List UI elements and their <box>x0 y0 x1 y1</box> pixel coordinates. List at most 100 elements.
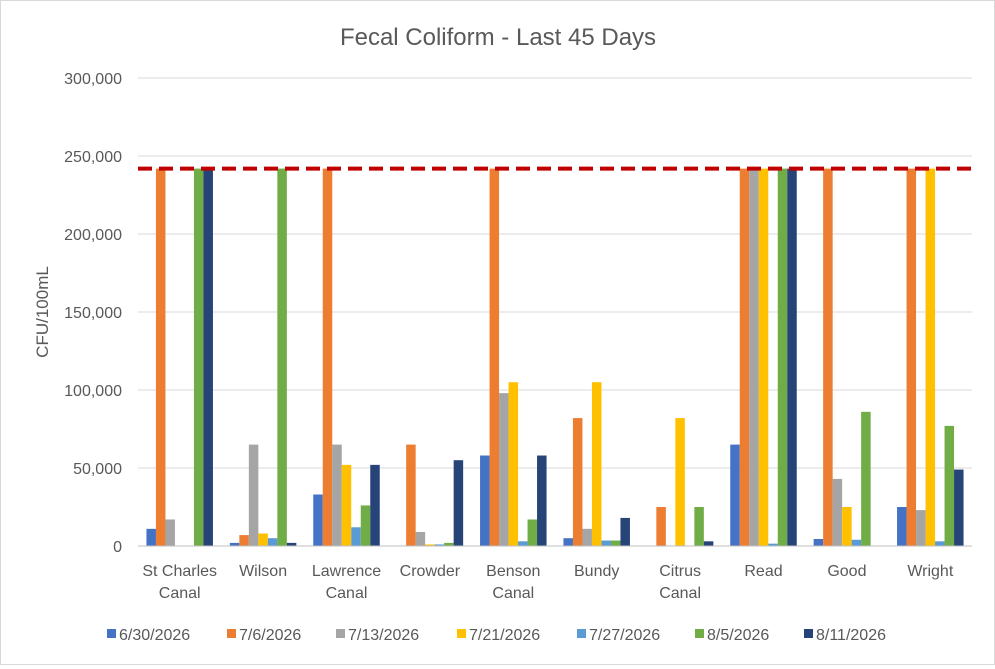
legend-item: 7/21/2026 <box>457 627 540 644</box>
bar <box>842 507 852 546</box>
x-tick-label: Benson <box>486 563 540 580</box>
y-axis-ticks: 0 50,000 100,000 150,000 200,000 250,000 300,0… <box>64 71 122 556</box>
legend-item: 8/5/2026 <box>695 627 769 644</box>
bar <box>861 411 871 546</box>
bars <box>146 168 964 546</box>
y-tick-label: 250,000 <box>64 149 122 166</box>
x-axis-ticks: St Charles Canal Wilson Lawrence Canal Crowde… <box>142 563 953 602</box>
bar <box>415 531 426 546</box>
x-tick-label: St Charles <box>142 563 217 580</box>
y-tick-label: 300,000 <box>64 71 122 88</box>
bar <box>813 538 824 546</box>
bar <box>286 542 297 546</box>
bar <box>906 168 917 546</box>
bar <box>935 541 945 546</box>
legend-item: 6/30/2026 <box>107 627 190 644</box>
bar <box>832 478 843 546</box>
y-tick-label: 150,000 <box>64 305 122 322</box>
bar <box>489 168 500 546</box>
bar <box>322 168 333 546</box>
bar <box>499 393 509 546</box>
bar <box>193 168 204 546</box>
bar <box>572 418 583 546</box>
bar <box>537 455 547 546</box>
bar <box>444 542 454 546</box>
legend-item: 8/11/2026 <box>804 627 886 644</box>
bar <box>897 507 907 546</box>
x-tick-label: Wright <box>907 563 953 580</box>
bar <box>480 455 490 546</box>
legend-swatch <box>457 629 466 638</box>
bar <box>229 542 240 546</box>
legend-swatch <box>577 629 586 638</box>
bar <box>703 541 714 546</box>
legend-swatch <box>107 629 116 638</box>
legend-swatch <box>227 629 236 638</box>
bar <box>527 519 538 546</box>
x-tick-label: Crowder <box>400 563 461 580</box>
legend-item: 7/6/2026 <box>227 627 301 644</box>
bar <box>563 538 573 546</box>
chart-title: Fecal Coliform - Last 45 Days <box>340 24 656 51</box>
bar <box>739 168 750 546</box>
bar <box>749 168 759 546</box>
bar <box>453 460 464 546</box>
bar <box>267 538 278 546</box>
bar <box>582 528 592 546</box>
bar <box>155 168 166 546</box>
bar <box>425 544 435 546</box>
bar <box>351 527 361 546</box>
legend-label: 7/27/2026 <box>589 627 660 644</box>
legend-label: 7/21/2026 <box>469 627 540 644</box>
gridlines <box>138 77 972 469</box>
bar <box>146 528 156 546</box>
y-tick-label: 0 <box>113 539 122 556</box>
bar <box>248 444 259 546</box>
y-tick-label: 50,000 <box>73 461 122 478</box>
bar <box>944 425 955 546</box>
x-tick-label: Read <box>744 563 782 580</box>
bar <box>730 444 740 546</box>
bar <box>591 382 602 546</box>
bar <box>258 533 268 546</box>
bar <box>954 469 964 546</box>
y-tick-label: 100,000 <box>64 383 122 400</box>
x-tick-label: Canal <box>159 585 201 602</box>
bar <box>434 544 445 546</box>
legend-label: 7/6/2026 <box>239 627 301 644</box>
x-tick-label: Citrus <box>659 563 701 580</box>
bar <box>341 464 352 546</box>
legend: 6/30/2026 7/6/2026 7/13/2026 7/21/2026 7/27/… <box>107 627 886 644</box>
bar <box>508 382 519 546</box>
bar <box>406 444 416 546</box>
bar <box>620 517 630 546</box>
bar <box>313 494 323 546</box>
bar <box>925 168 936 546</box>
legend-label: 8/11/2026 <box>816 627 886 644</box>
x-tick-label: Bundy <box>574 563 619 580</box>
y-axis-title: CFU/100mL <box>33 266 52 358</box>
bar <box>916 510 926 546</box>
legend-swatch <box>336 629 345 638</box>
x-tick-label: Wilson <box>239 563 287 580</box>
bar <box>675 418 685 546</box>
bar <box>601 540 611 546</box>
y-tick-label: 200,000 <box>64 227 122 244</box>
bar <box>360 505 371 546</box>
legend-label: 7/13/2026 <box>348 627 419 644</box>
bar <box>777 168 788 546</box>
bar <box>370 464 380 546</box>
bar <box>768 543 778 546</box>
bar <box>203 168 213 546</box>
bar <box>758 168 769 546</box>
bar <box>518 541 528 546</box>
bar <box>610 540 621 546</box>
legend-label: 8/5/2026 <box>707 627 769 644</box>
x-tick-label: Canal <box>492 585 534 602</box>
bar <box>277 168 287 546</box>
bar <box>332 444 342 546</box>
x-tick-label: Canal <box>659 585 701 602</box>
legend-swatch <box>804 629 813 638</box>
